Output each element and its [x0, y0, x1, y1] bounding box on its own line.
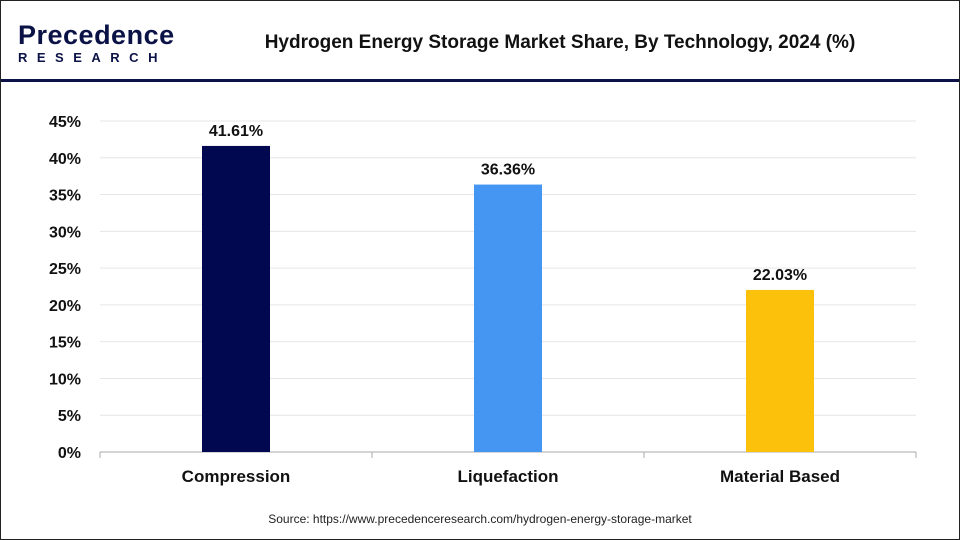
logo-line2: RESEARCH: [18, 50, 167, 65]
data-label: 22.03%: [753, 267, 807, 284]
y-tick-label: 15%: [49, 335, 81, 352]
data-label: 41.61%: [209, 123, 263, 140]
header-divider: [1, 79, 959, 82]
y-tick-label: 5%: [58, 408, 81, 425]
y-tick-label: 30%: [49, 224, 81, 241]
y-tick-label: 40%: [49, 151, 81, 168]
bar-material-based: [746, 289, 814, 452]
bar-liquefaction: [474, 184, 542, 452]
y-tick-label: 25%: [49, 261, 81, 278]
bar-compression: [202, 145, 270, 452]
precedence-research-logo: Precedence RESEARCH: [18, 20, 175, 66]
y-tick-label: 35%: [49, 188, 81, 205]
x-tick-label: Material Based: [720, 467, 840, 486]
x-tick-label: Compression: [182, 467, 291, 486]
x-tick-label: Liquefaction: [457, 467, 558, 486]
y-tick-label: 20%: [49, 298, 81, 315]
data-label: 36.36%: [481, 162, 535, 179]
chart-title: Hydrogen Energy Storage Market Share, By…: [264, 32, 856, 53]
y-tick-label: 0%: [58, 445, 81, 462]
y-tick-label: 45%: [49, 114, 81, 131]
y-tick-label: 10%: [49, 371, 81, 388]
logo-line1: Precedence: [18, 20, 175, 50]
source-note: Source: https://www.precedenceresearch.c…: [268, 512, 692, 526]
